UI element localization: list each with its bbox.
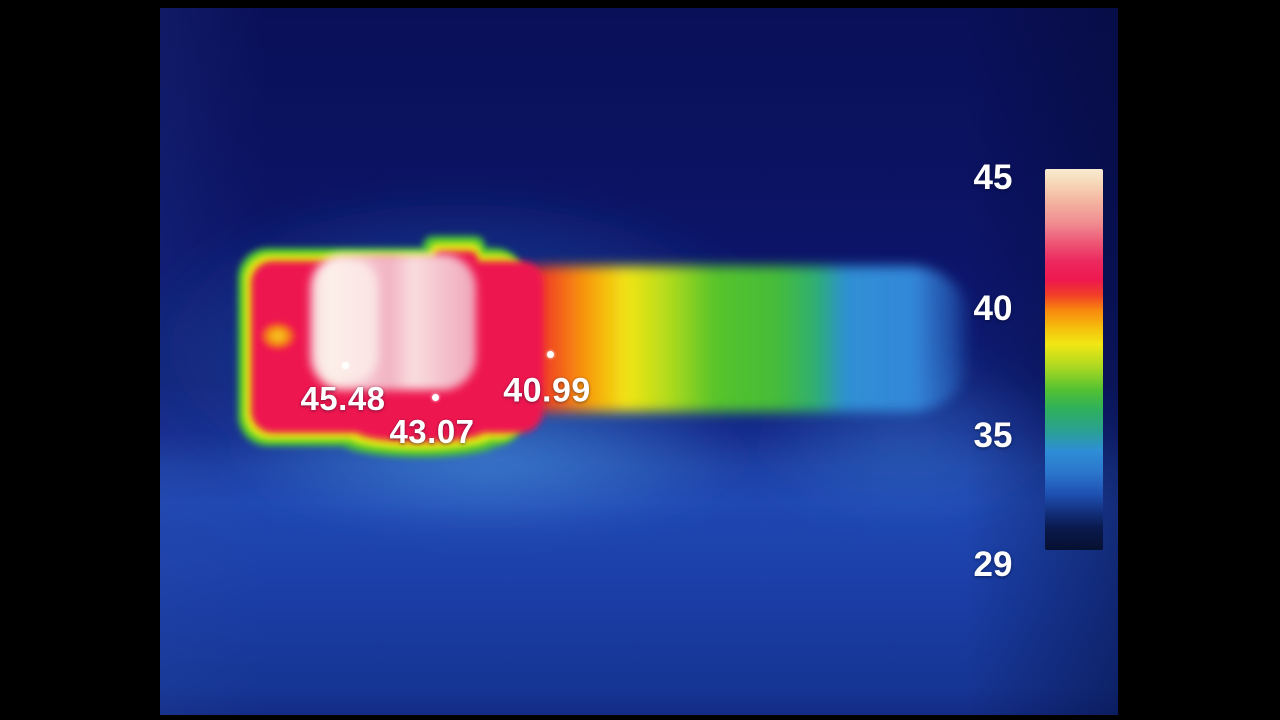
spot-temperature-reading-2: 43.07 xyxy=(389,413,475,450)
spot-marker-1 xyxy=(342,362,349,369)
thermal-heat-blob xyxy=(160,183,1065,535)
spot-temperature-reading-3: 40.99 xyxy=(503,371,591,410)
heat-tail xyxy=(485,266,973,412)
colorbar-tick-35: 35 xyxy=(973,416,1013,455)
spot-marker-3 xyxy=(547,351,554,358)
spot-temperature-reading-1: 45.48 xyxy=(300,380,386,417)
spot-marker-2 xyxy=(432,394,439,401)
colorbar-tick-40: 40 xyxy=(973,289,1013,328)
hot-core xyxy=(310,254,476,390)
orange-spot xyxy=(258,320,298,352)
colorbar-tick-max: 45 xyxy=(973,158,1013,197)
thermal-view xyxy=(160,8,1118,715)
colorbar-tick-min: 29 xyxy=(973,545,1013,584)
temperature-colorbar xyxy=(1045,169,1103,550)
